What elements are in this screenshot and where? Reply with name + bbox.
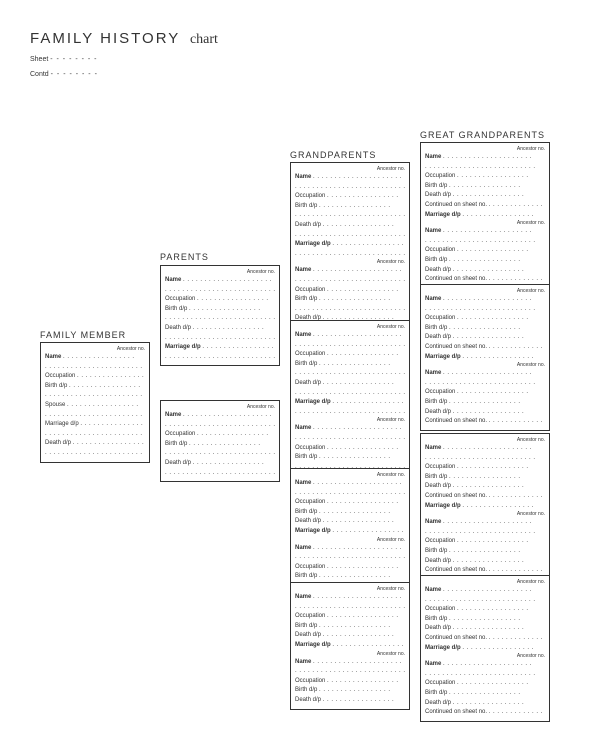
contd-dashes: - - - - - - - - bbox=[51, 71, 98, 78]
title-sub: chart bbox=[190, 32, 218, 47]
contd-label: Contd bbox=[30, 71, 49, 78]
spouse-label: Spouse bbox=[45, 402, 65, 408]
family-member-header: FAMILY MEMBER bbox=[40, 330, 150, 340]
title-main: FAMILY HISTORY bbox=[30, 30, 180, 47]
great-grandparent-pair-2[interactable]: Ancestor no.Name . . . . . . . . . . . .… bbox=[420, 284, 550, 431]
parents-header-wrap: PARENTS bbox=[160, 252, 280, 264]
great-grandparent-pair-4[interactable]: Ancestor no.Name . . . . . . . . . . . .… bbox=[420, 575, 550, 722]
great-header-wrap: GREAT GRANDPARENTS bbox=[420, 130, 550, 142]
great-grandparents-header: GREAT GRANDPARENTS bbox=[420, 130, 550, 140]
great-grandparent-pair-3[interactable]: Ancestor no.Name . . . . . . . . . . . .… bbox=[420, 433, 550, 580]
ancestor-no: Ancestor no. bbox=[45, 346, 145, 352]
birth-label: Birth d/p bbox=[45, 383, 67, 389]
grandparents-header: GRANDPARENTS bbox=[290, 150, 410, 160]
grandparent-box-2[interactable]: Ancestor no.Name . . . . . . . . . . . .… bbox=[290, 320, 410, 486]
sheet-dashes: - - - - - - - - bbox=[50, 56, 97, 63]
grand-header-wrap: GRANDPARENTS bbox=[290, 150, 410, 162]
sheet-line: Sheet - - - - - - - - bbox=[30, 56, 570, 63]
grandparent-box-1[interactable]: Ancestor no.Name . . . . . . . . . . . .… bbox=[290, 162, 410, 328]
parent-box-1[interactable]: Ancestor no. Name . . . . . . . . . . . … bbox=[160, 265, 280, 366]
sheet-label: Sheet bbox=[30, 56, 48, 63]
parent-box-2[interactable]: Ancestor no. Name . . . . . . . . . . . … bbox=[160, 400, 280, 482]
family-member-column: FAMILY MEMBER Ancestor no. Name . . . . … bbox=[40, 330, 150, 463]
family-member-box[interactable]: Ancestor no. Name . . . . . . . . . . . … bbox=[40, 342, 150, 463]
name-label: Name bbox=[45, 354, 61, 360]
grandparent-box-4[interactable]: Ancestor no.Name . . . . . . . . . . . .… bbox=[290, 582, 410, 710]
great-grandparent-pair-1[interactable]: Ancestor no.Name . . . . . . . . . . . .… bbox=[420, 142, 550, 289]
contd-line: Contd - - - - - - - - bbox=[30, 71, 570, 78]
death-label: Death d/p bbox=[45, 440, 71, 446]
marriage-label: Marriage d/p bbox=[45, 421, 79, 427]
grandparent-box-3[interactable]: Ancestor no.Name . . . . . . . . . . . .… bbox=[290, 468, 410, 596]
page-title: FAMILY HISTORY chart bbox=[30, 30, 570, 48]
parents-header: PARENTS bbox=[160, 252, 280, 262]
occupation-label: Occupation bbox=[45, 373, 75, 379]
